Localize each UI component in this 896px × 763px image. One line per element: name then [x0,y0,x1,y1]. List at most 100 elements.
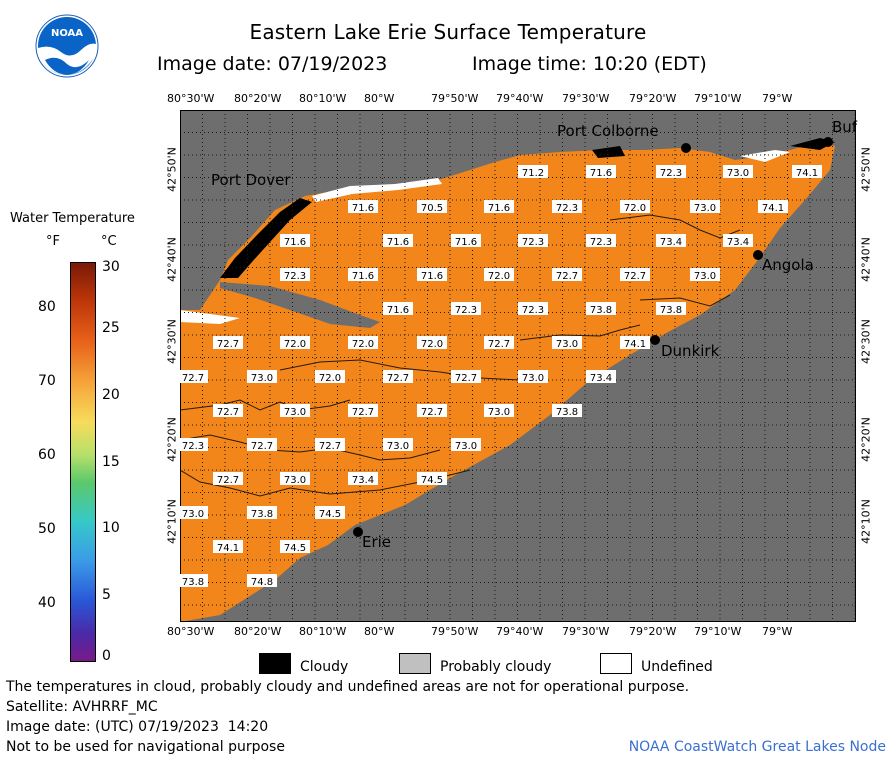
longitude-label: 80°10'W [299,92,347,105]
temperature-label-bg [280,404,310,417]
key-cloudy-label: Cloudy [300,659,349,675]
temperature-label: 71.2 [522,168,544,179]
temperature-label-bg [383,370,413,383]
temperature-label: 73.0 [694,203,716,214]
temperature-label-bg [723,165,753,178]
temperature-label: 72.7 [217,339,239,350]
temperature-label-bg [417,472,447,485]
temperature-label: 73.4 [590,373,612,384]
temperature-label-bg [213,540,243,553]
temperature-label: 74.1 [762,203,784,214]
temperature-label: 72.0 [319,373,341,384]
temperature-label-bg [792,165,822,178]
temperature-label-bg [451,234,481,247]
temperature-label-bg [348,336,378,349]
lake-water [180,142,835,622]
temperature-label-bg [518,165,548,178]
temperature-label-bg [484,200,514,213]
temperature-label: 73.0 [455,441,477,452]
temperature-label: 73.8 [660,305,682,316]
temperature-label-bg [348,200,378,213]
temperature-label: 74.1 [217,543,239,554]
temperature-label-bg [383,302,413,315]
temperature-label: 73.4 [352,475,374,486]
c-tick-label: 25 [102,320,120,336]
temperature-label-bg [247,506,277,519]
noaa-logo: NOAA [35,14,99,78]
temperature-label: 72.7 [624,271,646,282]
longitude-label: 80°20'W [234,92,282,105]
temperature-label: 71.6 [387,237,409,248]
temperature-label: 72.7 [556,271,578,282]
temperature-label: 72.3 [182,441,204,452]
temperature-label: 72.0 [488,271,510,282]
temperature-label-bg [620,336,650,349]
label-port-colborne: Port Colborne [557,122,659,140]
latitude-label: 42°50'N [165,147,179,192]
temperature-label: 73.0 [556,339,578,350]
temperature-label-bg [180,506,208,519]
label-port-dover: Port Dover [211,171,291,189]
longitude-label: 79°20'W [629,625,677,638]
temperature-label: 71.6 [590,168,612,179]
temperature-label: 72.3 [522,305,544,316]
longitude-label: 80°W [364,92,395,105]
temperature-label: 70.5 [421,203,443,214]
c-tick-label: 5 [102,587,111,603]
f-tick-label: 80 [38,299,56,315]
temperature-label: 73.8 [251,509,273,520]
temperature-label-bg [180,370,208,383]
temperature-label: 72.0 [284,339,306,350]
temperature-label: 73.4 [727,237,749,248]
temperature-label-bg [484,336,514,349]
c-tick-label: 20 [102,387,120,403]
long-point [220,282,380,328]
temperature-labels: 71.2 71.6 72.3 73.0 74.1 71.6 70.5 71.6 72.3 72.0… [180,165,822,588]
cloud-patch [220,198,312,278]
temperature-label-bg [518,234,548,247]
label-buffalo: Buf [832,118,858,136]
temperature-label: 73.0 [284,475,306,486]
temperature-label-bg [348,268,378,281]
temperature-label: 74.5 [319,509,341,520]
temperature-label-bg [417,200,447,213]
temperature-label: 72.7 [387,373,409,384]
noaa-logo-text: NOAA [51,28,83,39]
temperature-label-bg [451,302,481,315]
label-erie: Erie [362,533,392,551]
legend-title: Water Temperature [10,211,135,226]
temperature-label-bg [552,200,582,213]
latitude-label: 42°20'N [859,417,873,462]
temperature-label: 72.7 [217,407,239,418]
temperature-label: 72.7 [217,475,239,486]
temperature-label-bg [690,268,720,281]
temperature-label: 71.6 [352,271,374,282]
temperature-label-bg [552,268,582,281]
temperature-label: 71.6 [284,237,306,248]
image-time: Image time: 10:20 (EDT) [472,53,707,75]
longitude-label: 79°20'W [629,92,677,105]
key-probably-cloudy-label: Probably cloudy [440,659,552,675]
latitude-label: 42°40'N [859,237,873,282]
temperature-label-bg [656,234,686,247]
temperature-label: 72.3 [455,305,477,316]
temperature-label: 73.0 [727,168,749,179]
dunkirk-dot [650,335,660,345]
unit-fahrenheit: °F [46,234,60,249]
c-tick-label: 10 [102,520,120,536]
temperature-label-bg [690,200,720,213]
temperature-label-bg [247,574,277,587]
longitude-label: 79°W [762,92,793,105]
key-undefined-swatch [600,653,632,674]
longitude-label: 80°W [364,625,395,638]
temperature-label: 73.4 [660,237,682,248]
temperature-label: 74.1 [796,168,818,179]
longitude-label: 79°30'W [562,92,610,105]
temperature-label-bg [552,404,582,417]
temperature-label-bg [180,574,208,587]
temperature-label-bg [417,404,447,417]
temperature-label: 73.0 [694,271,716,282]
longitude-label: 79°W [762,625,793,638]
f-tick-label: 40 [38,595,56,611]
utc-date: Image date: (UTC) 07/19/2023 14:20 [6,719,269,735]
